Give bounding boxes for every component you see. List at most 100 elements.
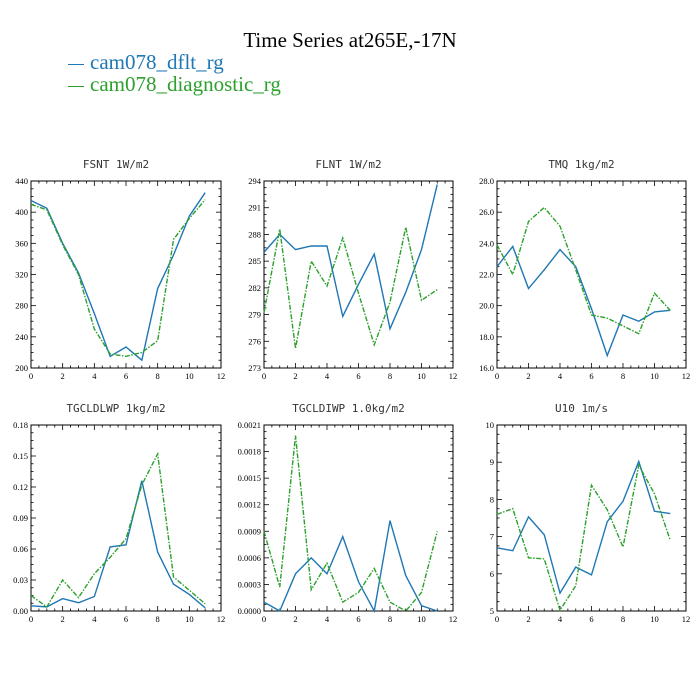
- x-tick-label: 6: [124, 371, 128, 381]
- y-tick-label: 291: [248, 203, 261, 213]
- x-tick-label: 2: [526, 371, 530, 381]
- chart-panel-6: U10 1m/s 0 2 4 6 8 10 12 5 6 7 8 9 10: [486, 402, 691, 624]
- series-line-dflt: [263, 184, 438, 332]
- chart-title: TMQ 1kg/m2: [548, 158, 614, 171]
- x-tick-label: 4: [558, 371, 563, 381]
- y-tick-label: 8: [490, 494, 494, 504]
- x-tick-label: 4: [325, 371, 330, 381]
- y-tick-label: 0.0000: [238, 606, 261, 616]
- chart-title: TGCLDLWP 1kg/m2: [66, 402, 165, 415]
- y-tick-label: 0.00: [13, 606, 28, 616]
- legend-line-dflt: [68, 63, 84, 65]
- y-tick-label: 273: [248, 363, 261, 373]
- x-tick-label: 10: [650, 371, 659, 381]
- x-tick-label: 4: [325, 614, 330, 624]
- x-tick-label: 10: [185, 614, 194, 624]
- x-tick-label: 10: [417, 371, 426, 381]
- y-tick-label: 440: [15, 176, 28, 186]
- chart-panel-3: TMQ 1kg/m2 0 2 4 6 8 10 12 16.0 18.0 20.0 22.0 24.0 2…: [479, 158, 690, 381]
- y-tick-label: 6: [490, 569, 494, 579]
- y-tick-label: 18.0: [479, 332, 494, 342]
- y-tick-label: 26.0: [479, 207, 494, 217]
- x-tick-label: 0: [495, 614, 499, 624]
- series-line-diagnostic: [263, 227, 438, 349]
- plot-frame: [30, 180, 222, 369]
- legend-entry-diagnostic: cam078_diagnostic_rg: [68, 72, 281, 97]
- x-tick-label: 0: [262, 371, 266, 381]
- x-tick-label: 12: [217, 614, 226, 624]
- y-tick-label: 400: [15, 207, 28, 217]
- chart-title: FSNT 1W/m2: [83, 158, 149, 171]
- x-tick-label: 2: [293, 614, 297, 624]
- y-tick-label: 0.0009: [238, 526, 261, 536]
- y-tick-label: 28.0: [479, 176, 494, 186]
- series-line-dflt: [30, 192, 206, 362]
- series-line-dflt: [263, 520, 438, 614]
- x-tick-label: 12: [449, 614, 458, 624]
- x-tick-label: 10: [417, 614, 426, 624]
- y-tick-label: 24.0: [479, 238, 494, 248]
- x-tick-label: 0: [495, 371, 499, 381]
- series-line-dflt: [496, 459, 671, 595]
- y-tick-label: 279: [248, 310, 261, 320]
- y-tick-label: 320: [15, 270, 28, 280]
- y-tick-label: 294: [248, 176, 262, 186]
- y-tick-label: 0.0018: [238, 447, 261, 457]
- plot-frame: [496, 180, 687, 369]
- chart-panel-4: TGCLDLWP 1kg/m2 0 2 4 6 8 10 12 0.00 0.03 0.06 0.09…: [13, 402, 225, 624]
- x-tick-label: 12: [449, 371, 458, 381]
- legend-label-dflt: cam078_dflt_rg: [90, 50, 224, 74]
- legend-entry-dflt: cam078_dflt_rg: [68, 50, 224, 75]
- y-tick-label: 0.0006: [238, 553, 261, 563]
- figure-title: Time Series at265E,-17N: [243, 28, 457, 52]
- x-tick-label: 2: [61, 371, 65, 381]
- y-tick-label: 200: [15, 363, 28, 373]
- y-tick-label: 0.18: [13, 420, 28, 430]
- x-tick-label: 6: [356, 371, 360, 381]
- y-tick-label: 0.12: [13, 482, 28, 492]
- chart-panel-2: FLNT 1W/m2 0 2 4 6 8 10 12 273 276 279 282 285 288 291…: [248, 158, 457, 381]
- series-line-diagnostic: [30, 451, 206, 608]
- plot-frame: [496, 424, 687, 612]
- chart-title: U10 1m/s: [555, 402, 608, 415]
- y-tick-label: 0.09: [13, 513, 28, 523]
- legend-line-diagnostic: [68, 85, 84, 87]
- chart-panel-1: FSNT 1W/m2 0 2 4 6 8 10 12 200 240 280 320 360 400 440: [15, 158, 225, 381]
- y-tick-label: 20.0: [479, 301, 494, 311]
- x-tick-label: 0: [29, 371, 33, 381]
- y-tick-label: 360: [15, 238, 28, 248]
- x-tick-label: 8: [388, 371, 392, 381]
- series-line-diagnostic: [496, 463, 671, 612]
- y-tick-label: 0.0012: [238, 500, 261, 510]
- series-line-dflt: [496, 245, 671, 358]
- y-tick-label: 7: [490, 532, 494, 542]
- series-line-diagnostic: [30, 199, 206, 358]
- x-tick-label: 12: [217, 371, 226, 381]
- x-tick-label: 8: [388, 614, 392, 624]
- y-tick-label: 285: [248, 256, 261, 266]
- y-tick-label: 0.06: [13, 544, 28, 554]
- x-tick-label: 2: [61, 614, 65, 624]
- x-tick-label: 4: [92, 614, 97, 624]
- x-tick-label: 8: [156, 614, 160, 624]
- plot-frame: [263, 180, 454, 369]
- y-tick-label: 280: [15, 301, 28, 311]
- legend-label-diagnostic: cam078_diagnostic_rg: [90, 72, 281, 96]
- chart-panel-5: TGCLDIWP 1.0kg/m2 0 2 4 6 8 10 12 0.0000 0.0003 0.…: [238, 402, 458, 624]
- y-tick-label: 0.03: [13, 575, 28, 585]
- y-tick-label: 22.0: [479, 270, 494, 280]
- x-tick-label: 6: [124, 614, 128, 624]
- x-tick-label: 6: [589, 614, 593, 624]
- y-tick-label: 0.0021: [238, 420, 261, 430]
- x-tick-label: 8: [156, 371, 160, 381]
- y-tick-label: 10: [486, 420, 495, 430]
- y-tick-label: 276: [248, 336, 261, 346]
- x-tick-label: 10: [650, 614, 659, 624]
- x-tick-label: 12: [682, 614, 691, 624]
- x-tick-label: 8: [621, 371, 625, 381]
- chart-title: TGCLDIWP 1.0kg/m2: [292, 402, 405, 415]
- series-line-dflt: [30, 480, 206, 609]
- x-tick-label: 12: [682, 371, 691, 381]
- y-tick-label: 0.0015: [238, 473, 261, 483]
